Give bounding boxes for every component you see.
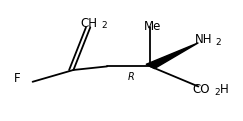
Text: F: F (13, 72, 20, 85)
Polygon shape (146, 43, 198, 68)
Text: 2: 2 (216, 38, 221, 47)
Text: CH: CH (81, 17, 98, 30)
Text: Me: Me (144, 20, 162, 33)
Text: 2: 2 (214, 88, 220, 97)
Text: R: R (128, 72, 135, 82)
Text: 2: 2 (101, 22, 107, 30)
Text: CO: CO (192, 83, 210, 96)
Text: H: H (220, 83, 229, 96)
Text: NH: NH (195, 33, 212, 46)
